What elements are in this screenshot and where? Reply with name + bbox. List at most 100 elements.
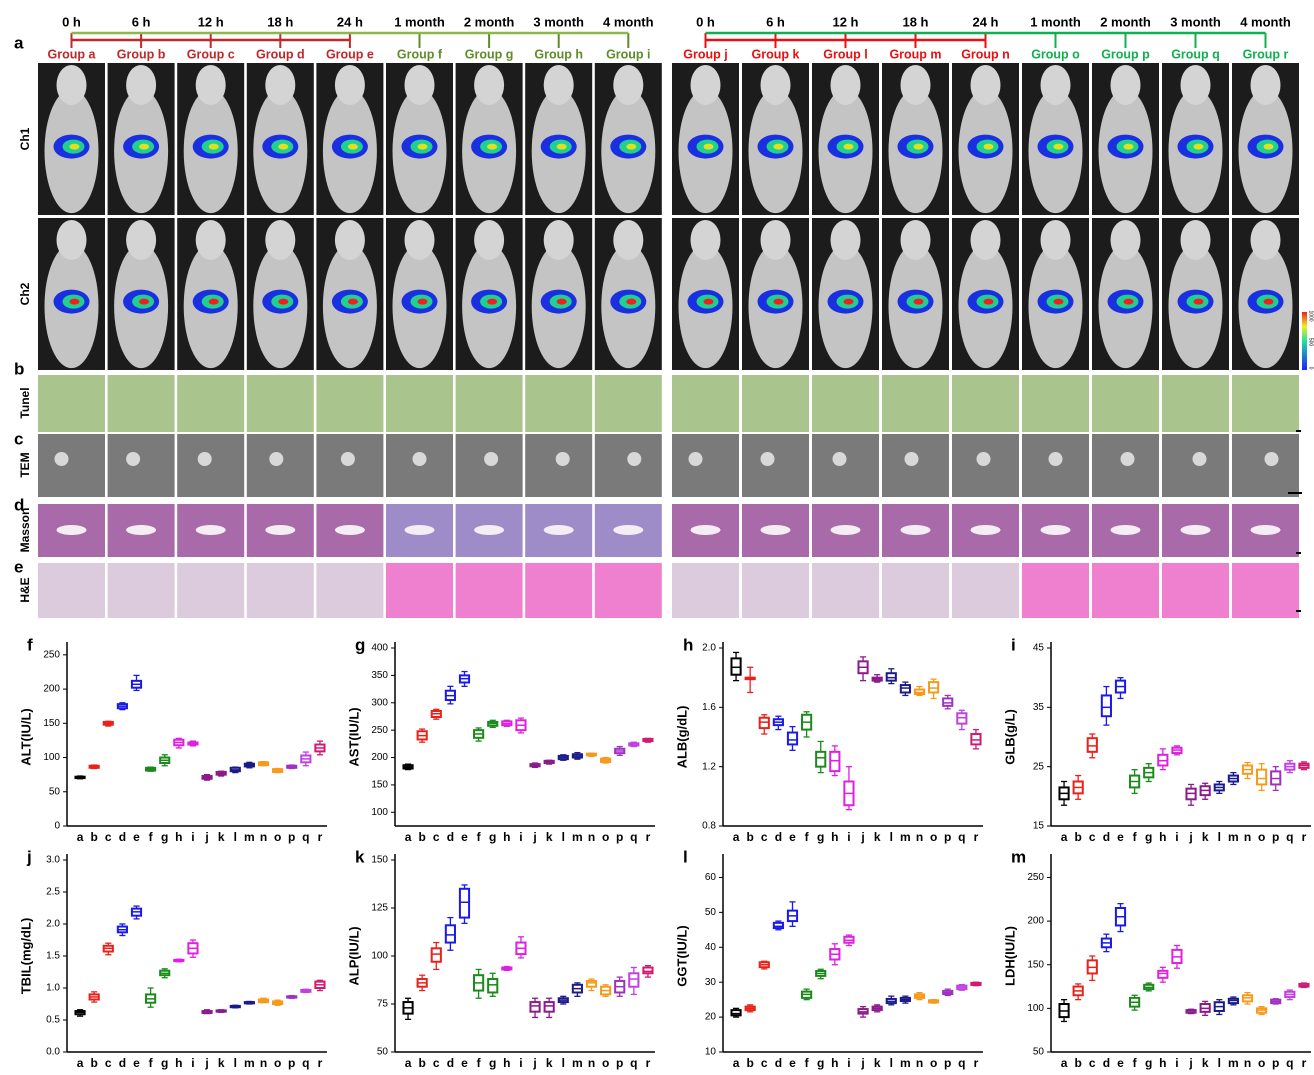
y-tick-label: 250 xyxy=(1027,872,1044,883)
scale-bar xyxy=(1288,492,1302,494)
timepoint-label: 12 h xyxy=(198,14,224,29)
mouse-head xyxy=(57,220,87,260)
mouse-head xyxy=(691,65,721,105)
image-tile xyxy=(812,434,879,497)
image-tile xyxy=(952,375,1019,432)
x-tick-label: o xyxy=(274,830,281,844)
x-tick-label: m xyxy=(572,830,583,844)
image-tile xyxy=(177,563,244,618)
image-tile xyxy=(38,375,105,432)
signal-core xyxy=(1194,144,1204,150)
tem-vesicle xyxy=(1193,452,1207,466)
x-tick-label: q xyxy=(302,830,309,844)
x-tick-label: n xyxy=(588,830,595,844)
signal-core xyxy=(844,299,854,305)
signal-core xyxy=(704,144,714,150)
x-tick-label: n xyxy=(916,830,923,844)
vessel xyxy=(335,525,365,535)
image-tile xyxy=(1022,563,1089,618)
x-tick-label: c xyxy=(433,830,440,844)
signal-core xyxy=(1264,144,1274,150)
image-tile xyxy=(672,434,739,497)
x-tick-label: n xyxy=(1244,830,1251,844)
scale-bar xyxy=(1296,430,1301,432)
mouse-head xyxy=(126,65,156,105)
x-tick-label: a xyxy=(733,830,740,844)
vessel xyxy=(544,525,574,535)
x-tick-label: n xyxy=(260,1056,267,1070)
x-tick-label: b xyxy=(1074,830,1081,844)
y-tick-label: 2.5 xyxy=(46,887,60,898)
x-tick-label: c xyxy=(105,1056,112,1070)
image-tile xyxy=(108,434,175,497)
mouse-head xyxy=(971,220,1001,260)
row-label: Ch1 xyxy=(18,127,32,150)
y-tick-label: 2.0 xyxy=(702,643,716,654)
image-tile xyxy=(952,563,1019,618)
signal-core xyxy=(487,299,497,305)
tem-vesicle xyxy=(269,452,283,466)
x-tick-label: f xyxy=(477,1056,482,1070)
y-tick-label: 0.8 xyxy=(702,821,716,832)
x-tick-label: l xyxy=(562,830,565,844)
y-tick-label: 350 xyxy=(371,670,388,681)
y-tick-label: 75 xyxy=(377,999,389,1010)
x-tick-label: p xyxy=(944,830,951,844)
x-tick-label: q xyxy=(630,830,637,844)
group-label: Group f xyxy=(397,47,443,61)
y-axis-title: LDH(IU/L) xyxy=(1002,926,1017,986)
vessel xyxy=(405,525,435,535)
x-tick-label: r xyxy=(318,830,323,844)
y-tick-label: 50 xyxy=(49,786,61,797)
x-tick-label: b xyxy=(418,1056,425,1070)
image-tile xyxy=(742,375,809,432)
mouse-head xyxy=(405,65,435,105)
x-tick-label: k xyxy=(1202,830,1209,844)
signal-core xyxy=(348,144,358,150)
x-tick-label: e xyxy=(133,1056,140,1070)
x-tick-label: c xyxy=(1089,830,1096,844)
signal-core xyxy=(139,144,149,150)
x-tick-label: q xyxy=(958,1056,965,1070)
x-tick-label: r xyxy=(1302,830,1307,844)
x-tick-label: o xyxy=(1258,830,1265,844)
box xyxy=(432,948,441,961)
y-axis-title: AST(IU/L) xyxy=(346,707,361,766)
vessel xyxy=(474,525,504,535)
tem-vesicle xyxy=(977,452,991,466)
x-tick-label: f xyxy=(149,830,154,844)
box xyxy=(788,733,797,745)
x-tick-label: c xyxy=(105,830,112,844)
mouse-head xyxy=(474,220,504,260)
x-tick-label: b xyxy=(1074,1056,1081,1070)
x-tick-label: a xyxy=(1061,830,1068,844)
x-tick-label: d xyxy=(447,830,454,844)
x-tick-label: g xyxy=(1145,830,1152,844)
x-tick-label: h xyxy=(175,1056,182,1070)
image-tile xyxy=(882,563,949,618)
image-tile xyxy=(1232,563,1299,618)
vessel xyxy=(1041,525,1071,535)
mouse-head xyxy=(126,220,156,260)
box xyxy=(460,889,469,918)
signal-core xyxy=(1124,299,1134,305)
image-tile xyxy=(595,563,662,618)
mouse-head xyxy=(901,220,931,260)
image-tile xyxy=(525,434,592,497)
x-tick-label: e xyxy=(1117,1056,1124,1070)
mouse-head xyxy=(971,65,1001,105)
row-label: Tunel xyxy=(18,387,32,418)
x-tick-label: l xyxy=(1218,1056,1221,1070)
x-tick-label: j xyxy=(1188,1056,1192,1070)
vessel xyxy=(126,525,156,535)
timepoint-label: 1 month xyxy=(394,14,445,29)
signal-core xyxy=(626,144,636,150)
y-tick-label: 20 xyxy=(705,1012,717,1023)
x-tick-label: g xyxy=(817,830,824,844)
group-label: Group n xyxy=(961,47,1010,61)
timepoint-label: 6 h xyxy=(766,14,785,29)
y-axis-title: ALT(IU/L) xyxy=(18,708,33,766)
x-tick-label: q xyxy=(958,830,965,844)
x-tick-label: i xyxy=(191,830,194,844)
panel-letter: k xyxy=(355,847,365,866)
